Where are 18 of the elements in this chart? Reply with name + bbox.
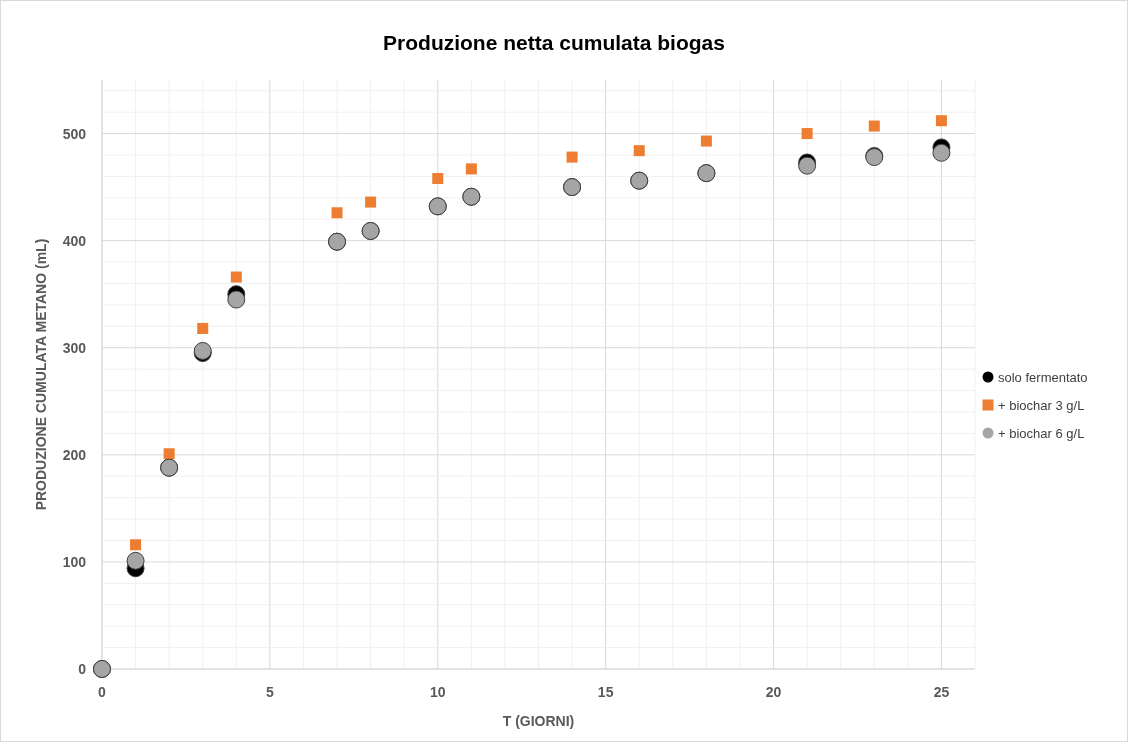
y-tick-label: 0 bbox=[78, 661, 87, 677]
y-tick-label: 100 bbox=[62, 553, 87, 570]
legend-label: solo fermentato bbox=[998, 370, 1088, 385]
y-tick-label: 300 bbox=[62, 339, 87, 356]
legend-label: + biochar 3 g/L bbox=[998, 398, 1085, 413]
y-tick-label: 500 bbox=[62, 125, 87, 142]
y-tick-label: 200 bbox=[62, 446, 87, 463]
x-tick-label: 10 bbox=[429, 684, 446, 700]
y-tick-label: 400 bbox=[62, 232, 87, 249]
chart-title: Produzione netta cumulata biogas bbox=[383, 31, 725, 54]
x-tick-label: 15 bbox=[597, 684, 614, 700]
x-axis-title: T (GIORNI) bbox=[502, 713, 575, 729]
x-tick-label: 5 bbox=[265, 684, 274, 700]
x-tick-label: 0 bbox=[98, 684, 107, 700]
x-tick-label: 25 bbox=[933, 684, 950, 700]
legend-label: + biochar 6 g/L bbox=[998, 426, 1085, 441]
y-axis-title: PRODUZIONE CUMULATA METANO (mL) bbox=[33, 238, 49, 511]
x-tick-label: 20 bbox=[765, 684, 782, 700]
